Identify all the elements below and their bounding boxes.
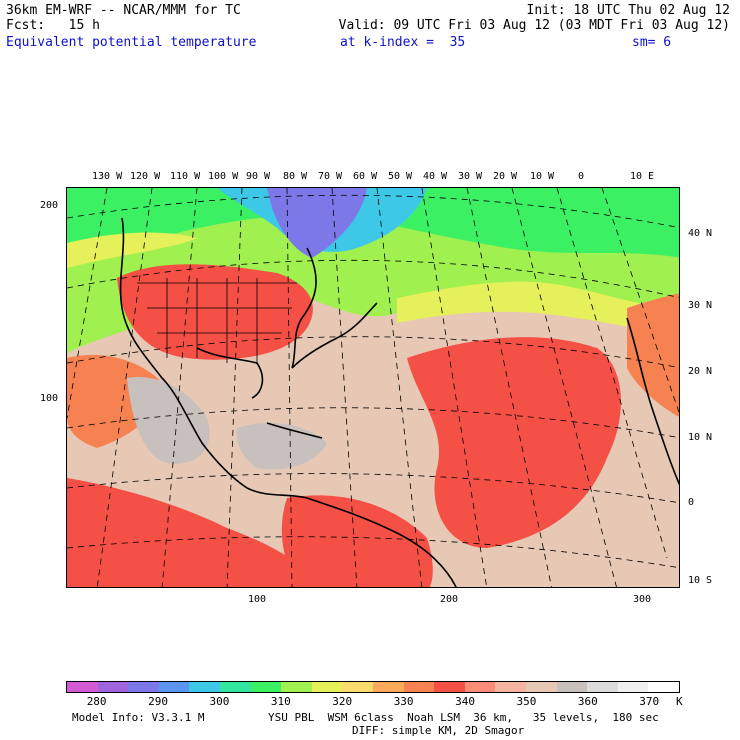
longitude-label: 80 W <box>283 171 308 182</box>
political-borders <box>137 278 297 363</box>
longitude-label: 10 W <box>530 171 555 182</box>
latitude-label: 10 N <box>688 432 713 443</box>
cold-region <box>67 188 679 258</box>
coldest-region <box>267 188 367 258</box>
colorbar-swatch <box>587 682 618 692</box>
grid-label-bottom-100: 100 <box>248 594 267 605</box>
forecast-hour: Fcst: 15 h <box>6 18 100 33</box>
colorbar-swatch <box>67 682 98 692</box>
colorbar-swatch <box>434 682 465 692</box>
longitude-label: 90 W <box>246 171 271 182</box>
colorbar-label: 290 <box>148 695 168 708</box>
colorbar-swatch <box>219 682 251 692</box>
colorbar-swatch <box>189 682 220 692</box>
map-canvas <box>67 188 679 587</box>
warm-south-america <box>281 495 433 587</box>
warm-pacific <box>67 478 325 587</box>
grey-caribbean <box>236 423 327 470</box>
latitude-label: 40 N <box>688 228 713 239</box>
colorbar-swatch <box>342 682 373 692</box>
longitude-label: 70 W <box>318 171 343 182</box>
colorbar-swatch <box>281 682 312 692</box>
colorbar-label: 370 <box>639 695 660 708</box>
colorbar-swatch <box>158 682 190 692</box>
longitude-label: 20 W <box>493 171 518 182</box>
colorbar-swatch <box>403 682 435 692</box>
latitude-label: 20 N <box>688 366 713 377</box>
theta-e-map <box>66 187 680 588</box>
longitude-label: 30 W <box>458 171 483 182</box>
longitude-label: 60 W <box>353 171 378 182</box>
init-time: Init: 18 UTC Thu 02 Aug 12 <box>526 3 731 18</box>
grid-label-bottom-200: 200 <box>440 594 459 605</box>
longitude-label: 110 W <box>170 171 201 182</box>
longitude-label: 10 E <box>630 171 655 182</box>
colorbar-swatch <box>648 682 679 692</box>
grey-mexico <box>127 377 210 464</box>
colorbar-label: 300 <box>209 695 230 708</box>
longitude-label: 130 W <box>92 171 123 182</box>
colorbar-label: 310 <box>270 695 291 708</box>
coastlines <box>119 217 679 587</box>
warm-africa <box>627 293 679 417</box>
longitude-label: 120 W <box>130 171 161 182</box>
latitude-label: 10 S <box>688 575 713 586</box>
diffusion-info: DIFF: simple KM, 2D Smagor <box>352 724 525 737</box>
colorbar-swatch <box>372 682 404 692</box>
longitude-label: 100 W <box>208 171 239 182</box>
colorbar-label: 280 <box>86 695 107 708</box>
colorbar-swatch <box>97 682 129 692</box>
warm-atlantic <box>407 337 621 548</box>
colorbar-swatch <box>617 682 649 692</box>
colorbar-label: 350 <box>516 695 537 708</box>
colorbar-swatch <box>556 682 588 692</box>
longitude-label: 0 <box>578 171 585 182</box>
field-name: Equivalent potential temperature <box>6 35 257 50</box>
colorbar-label: 340 <box>455 695 475 708</box>
grid-label-left-200: 200 <box>40 200 59 211</box>
colorbar <box>66 681 680 693</box>
model-title: 36km EM-WRF -- NCAR/MMM for TC <box>6 3 241 18</box>
level-label: at k-index = 35 <box>340 35 466 50</box>
yellow-band <box>397 281 679 338</box>
colorbar-unit: K <box>676 695 683 708</box>
colorbar-label: 360 <box>577 695 598 708</box>
model-info: Model Info: V3.3.1 M <box>72 711 205 724</box>
graticule <box>67 188 679 587</box>
colorbar-swatch <box>525 682 557 692</box>
latitude-label: 30 N <box>688 300 713 311</box>
longitude-label: 50 W <box>388 171 413 182</box>
smoothing-label: sm= 6 <box>632 35 672 50</box>
colorbar-label: 330 <box>393 695 414 708</box>
colorbar-label: 320 <box>332 695 353 708</box>
colorbar-swatch <box>311 682 343 692</box>
grid-label-left-100: 100 <box>40 393 59 404</box>
latitude-label: 0 <box>688 497 695 508</box>
colorbar-swatch <box>250 682 282 692</box>
longitude-label: 40 W <box>423 171 448 182</box>
grid-label-bottom-300: 300 <box>633 594 652 605</box>
colorbar-swatch <box>128 682 159 692</box>
colorbar-swatch <box>464 682 496 692</box>
valid-time: Valid: 09 UTC Fri 03 Aug 12 (03 MDT Fri … <box>338 18 730 33</box>
warm-us <box>117 264 313 360</box>
physics-info: YSU PBL WSM 6class Noah LSM 36 km, 35 le… <box>268 711 659 724</box>
colorbar-swatch <box>495 682 526 692</box>
